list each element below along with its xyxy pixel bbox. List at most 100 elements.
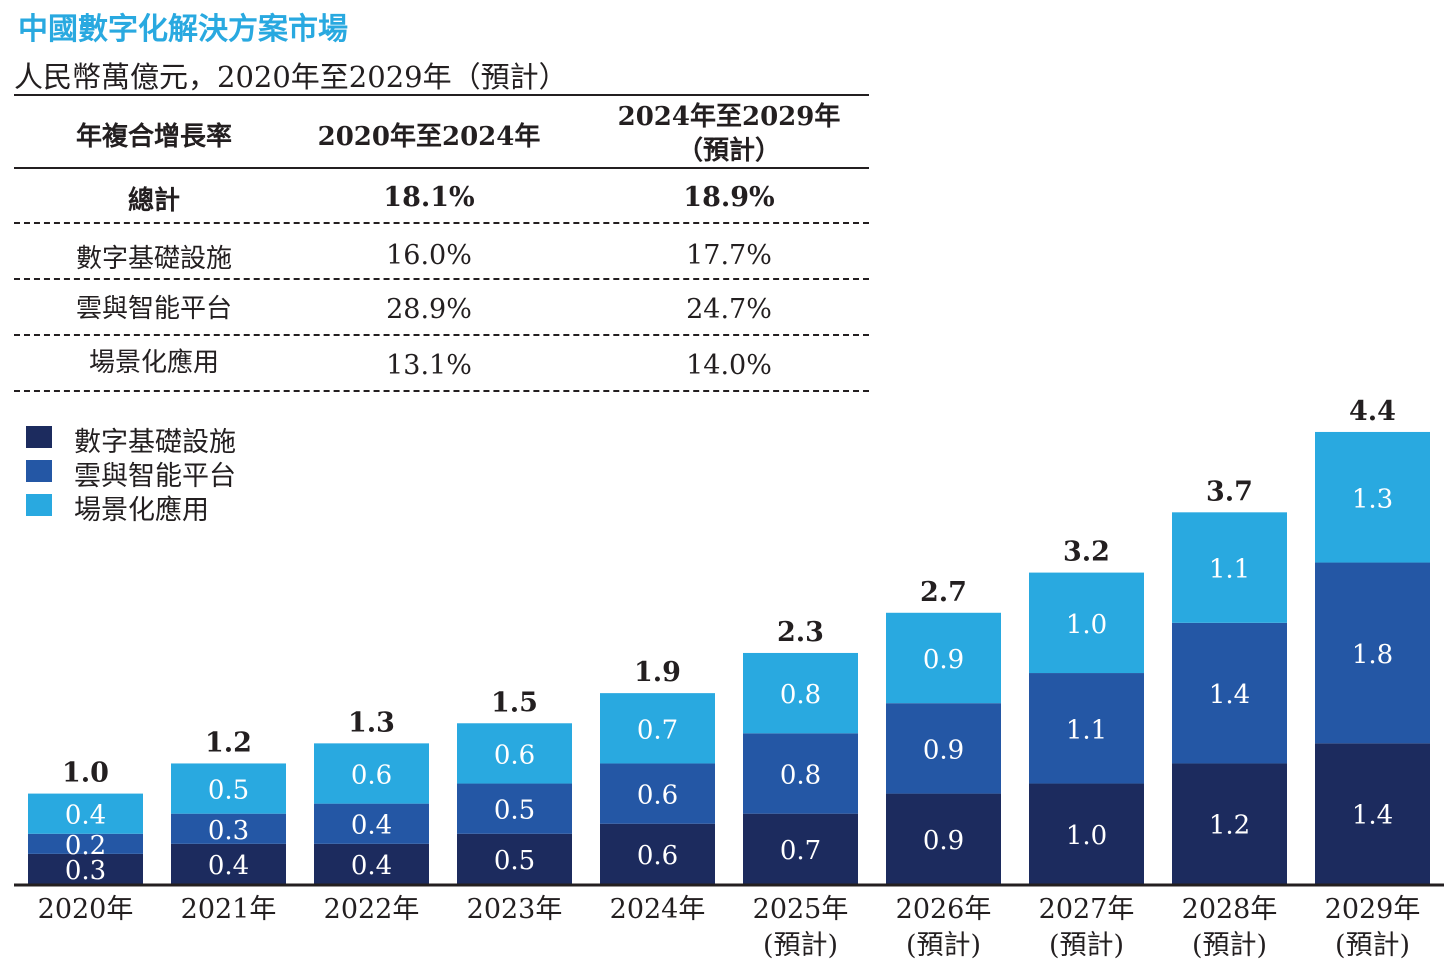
chart-title: 中國數字化解決方案市場	[18, 12, 348, 47]
segment-label: 0.5	[494, 846, 535, 876]
segment-label: 0.9	[923, 735, 964, 765]
table-cell-value: 18.9%	[683, 182, 775, 213]
legend-item: 場景化應用	[26, 488, 286, 526]
table-cell-value: 28.9%	[386, 294, 472, 325]
table-header-period2-note: （預計）	[676, 136, 781, 166]
bar-segment	[1315, 562, 1430, 744]
x-tick-label: (預計)	[1049, 930, 1124, 961]
total-label: 1.0	[62, 758, 109, 789]
segment-label: 0.3	[65, 856, 106, 886]
x-tick-label: 2020年	[38, 894, 134, 925]
bar-segment	[743, 733, 858, 814]
bar-segment	[886, 612, 1001, 704]
bar-segment	[457, 723, 572, 784]
segment-label: 1.1	[1066, 715, 1107, 745]
table-divider	[14, 278, 869, 280]
x-tick-label: 2028年	[1182, 894, 1278, 925]
x-tick-label: (預計)	[1192, 930, 1267, 961]
table-row-label: 總計	[127, 186, 180, 216]
bar-segment	[1315, 431, 1430, 563]
segment-label: 0.5	[208, 776, 249, 806]
bar-segment	[1172, 512, 1287, 623]
bar-segment	[171, 813, 286, 844]
segment-label: 0.6	[637, 841, 678, 871]
table-header-period1: 2020年至2024年	[317, 122, 541, 152]
x-tick-label: 2024年	[610, 894, 706, 925]
bar-segment	[28, 833, 143, 854]
x-tick-label: (預計)	[1335, 930, 1410, 961]
bar-segment	[171, 843, 286, 884]
table-divider	[14, 334, 869, 336]
table-cell-value: 17.7%	[686, 240, 772, 271]
bar-segment	[743, 652, 858, 734]
table-cell-value: 16.0%	[386, 240, 472, 271]
bar-segment	[886, 793, 1001, 884]
table-row-label: 雲與智能平台	[75, 294, 232, 324]
total-label: 3.7	[1206, 476, 1253, 507]
table-row-label: 數字基礎設施	[75, 244, 232, 274]
bar-segment	[314, 743, 429, 804]
x-tick-label: 2021年	[181, 894, 277, 925]
bar-segment	[886, 703, 1001, 794]
bar-segment	[457, 783, 572, 834]
segment-label: 0.4	[65, 801, 106, 831]
total-label: 3.2	[1063, 537, 1110, 568]
segment-label: 0.6	[494, 740, 535, 770]
legend-swatch	[26, 460, 52, 482]
bar-segment	[600, 693, 715, 764]
x-tick-label: 2026年	[896, 894, 992, 925]
x-tick-label: 2023年	[467, 894, 563, 925]
segment-label: 0.9	[923, 826, 964, 856]
x-tick-label: (預計)	[906, 930, 981, 961]
total-label: 4.4	[1349, 396, 1396, 427]
bar-segment	[457, 833, 572, 884]
segment-label: 0.4	[208, 851, 249, 881]
segment-label: 1.2	[1209, 811, 1250, 841]
segment-label: 1.4	[1209, 680, 1250, 710]
segment-label: 0.8	[780, 761, 821, 791]
total-label: 1.3	[348, 707, 395, 738]
table-cell-value: 13.1%	[386, 350, 472, 381]
x-tick-label: 2022年	[324, 894, 420, 925]
segment-label: 1.4	[1352, 801, 1393, 831]
legend-label: 雲與智能平台	[74, 461, 236, 492]
segment-label: 1.8	[1352, 640, 1393, 670]
total-label: 1.5	[491, 687, 538, 718]
table-header-period2: 2024年至2029年	[617, 102, 841, 132]
x-tick-label: (預計)	[763, 930, 838, 961]
segment-label: 0.2	[65, 831, 106, 861]
segment-label: 0.5	[494, 796, 535, 826]
bar-segment	[1172, 622, 1287, 764]
segment-label: 0.8	[780, 680, 821, 710]
table-top-rule	[14, 94, 869, 96]
table-header-cagr: 年複合增長率	[75, 122, 232, 152]
x-tick-label: 2027年	[1039, 894, 1135, 925]
table-divider	[14, 390, 869, 392]
segment-label: 0.9	[923, 645, 964, 675]
legend-label: 數字基礎設施	[74, 427, 236, 458]
legend-swatch	[26, 494, 52, 516]
legend-item: 數字基礎設施	[26, 420, 286, 458]
bar-segment	[314, 843, 429, 884]
legend-swatch	[26, 426, 52, 448]
total-label: 2.3	[777, 617, 824, 648]
segment-label: 0.4	[351, 811, 392, 841]
total-label: 2.7	[920, 577, 967, 608]
bar-segment	[1029, 783, 1144, 884]
bar-segment	[1172, 763, 1287, 884]
total-label: 1.9	[634, 657, 681, 688]
segment-label: 0.7	[637, 715, 678, 745]
table-cell-value: 18.1%	[383, 182, 475, 213]
table-divider	[14, 222, 869, 224]
segment-label: 1.0	[1066, 821, 1107, 851]
bar-segment	[28, 853, 143, 884]
bar-segment	[1029, 572, 1144, 674]
segment-label: 1.0	[1066, 610, 1107, 640]
segment-label: 0.6	[351, 761, 392, 791]
total-label: 1.2	[205, 727, 252, 758]
segment-label: 1.1	[1209, 555, 1250, 585]
x-tick-label: 2029年	[1325, 894, 1421, 925]
legend-item: 雲與智能平台	[26, 454, 286, 492]
bar-segment	[171, 763, 286, 814]
